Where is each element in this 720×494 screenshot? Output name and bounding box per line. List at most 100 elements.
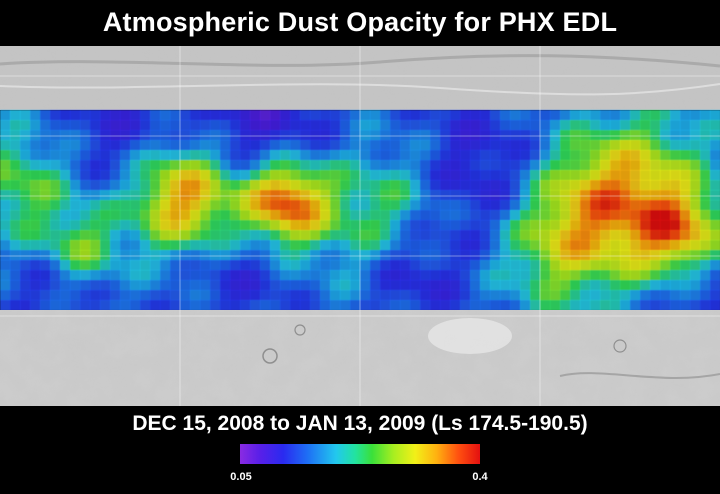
opacity-cell — [410, 290, 421, 301]
opacity-cell — [130, 260, 141, 271]
opacity-cell — [140, 270, 151, 281]
opacity-cell — [670, 220, 681, 231]
opacity-cell — [560, 210, 571, 221]
opacity-cell — [710, 270, 720, 281]
opacity-cell — [700, 170, 711, 181]
opacity-cell — [410, 190, 421, 201]
opacity-cell — [210, 250, 221, 261]
opacity-cell — [200, 290, 211, 301]
opacity-cell — [330, 280, 341, 291]
opacity-cell — [150, 260, 161, 271]
opacity-cell — [270, 290, 281, 301]
opacity-cell — [300, 250, 311, 261]
opacity-cell — [640, 160, 651, 171]
opacity-cell — [680, 110, 691, 121]
opacity-cell — [140, 170, 151, 181]
opacity-cell — [280, 220, 291, 231]
opacity-cell — [140, 190, 151, 201]
opacity-cell — [590, 280, 601, 291]
opacity-cell — [670, 270, 681, 281]
opacity-cell — [490, 280, 501, 291]
opacity-cell — [490, 160, 501, 171]
opacity-cell — [610, 120, 621, 131]
opacity-cell — [420, 170, 431, 181]
opacity-cell — [60, 270, 71, 281]
dust-opacity-map — [0, 46, 720, 406]
opacity-cell — [120, 230, 131, 241]
opacity-cell — [250, 140, 261, 151]
opacity-cell — [520, 270, 531, 281]
opacity-cell — [210, 210, 221, 221]
opacity-cell — [480, 280, 491, 291]
opacity-cell — [180, 240, 191, 251]
opacity-cell — [50, 120, 61, 131]
opacity-cell — [410, 220, 421, 231]
opacity-cell — [350, 260, 361, 271]
opacity-cell — [420, 290, 431, 301]
opacity-cell — [340, 190, 351, 201]
opacity-cell — [540, 140, 551, 151]
opacity-cell — [230, 170, 241, 181]
opacity-cell — [350, 190, 361, 201]
opacity-cell — [240, 110, 251, 121]
opacity-cell — [570, 110, 581, 121]
opacity-cell — [640, 180, 651, 191]
opacity-cell — [500, 230, 511, 241]
opacity-cell — [410, 240, 421, 251]
opacity-cell — [220, 220, 231, 231]
opacity-cell — [160, 160, 171, 171]
opacity-cell — [320, 140, 331, 151]
opacity-cell — [60, 300, 71, 311]
opacity-cell — [410, 160, 421, 171]
opacity-cell — [230, 210, 241, 221]
opacity-cell — [510, 300, 521, 311]
opacity-cell — [140, 140, 151, 151]
opacity-cell — [490, 250, 501, 261]
opacity-cell — [450, 230, 461, 241]
opacity-cell — [650, 220, 661, 231]
opacity-cell — [640, 300, 651, 311]
opacity-cell — [300, 110, 311, 121]
opacity-cell — [450, 220, 461, 231]
opacity-cell — [500, 120, 511, 131]
opacity-cell — [320, 250, 331, 261]
opacity-cell — [460, 190, 471, 201]
opacity-cell — [400, 110, 411, 121]
opacity-cell — [100, 280, 111, 291]
opacity-cell — [220, 240, 231, 251]
opacity-cell — [560, 240, 571, 251]
opacity-cell — [250, 250, 261, 261]
opacity-cell — [230, 180, 241, 191]
opacity-cell — [420, 110, 431, 121]
opacity-cell — [30, 170, 41, 181]
opacity-cell — [640, 220, 651, 231]
opacity-cell — [250, 190, 261, 201]
opacity-cell — [370, 290, 381, 301]
opacity-cell — [320, 190, 331, 201]
opacity-cell — [620, 280, 631, 291]
opacity-cell — [580, 140, 591, 151]
opacity-cell — [350, 220, 361, 231]
opacity-cell — [280, 180, 291, 191]
opacity-cell — [400, 280, 411, 291]
opacity-cell — [520, 220, 531, 231]
opacity-cell — [340, 210, 351, 221]
opacity-cell — [190, 230, 201, 241]
opacity-cell — [690, 260, 701, 271]
opacity-cell — [490, 270, 501, 281]
opacity-cell — [160, 300, 171, 311]
opacity-cell — [640, 110, 651, 121]
opacity-cell — [500, 140, 511, 151]
opacity-cell — [450, 140, 461, 151]
opacity-cell — [700, 290, 711, 301]
opacity-cell — [230, 240, 241, 251]
opacity-cell — [530, 190, 541, 201]
opacity-cell — [110, 170, 121, 181]
opacity-cell — [170, 190, 181, 201]
opacity-cell — [660, 250, 671, 261]
opacity-cell — [190, 200, 201, 211]
opacity-cell — [630, 230, 641, 241]
opacity-cell — [530, 280, 541, 291]
opacity-cell — [80, 160, 91, 171]
opacity-cell — [190, 290, 201, 301]
